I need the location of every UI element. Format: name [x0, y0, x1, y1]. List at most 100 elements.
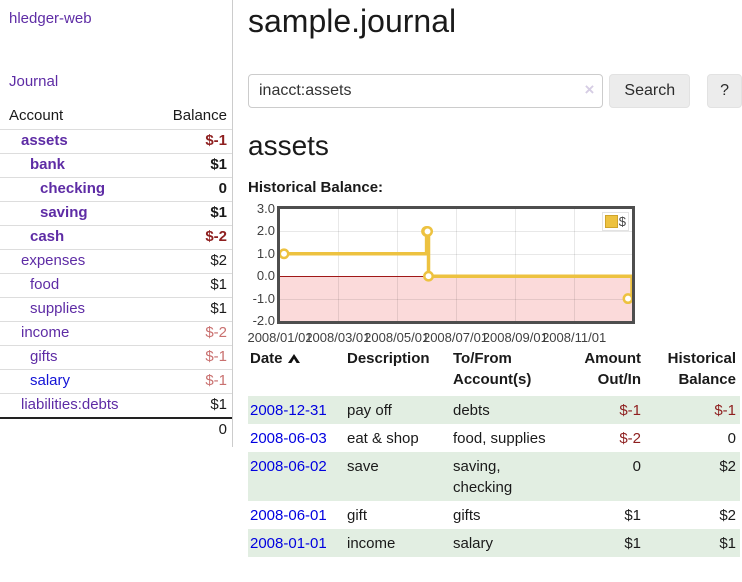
- transaction-balance: 0: [727, 429, 736, 447]
- data-point-marker: [622, 293, 632, 305]
- search-form: × Search ?: [248, 74, 742, 108]
- account-link[interactable]: gifts: [30, 348, 58, 365]
- transaction-amount: $1: [624, 534, 641, 552]
- transaction-row[interactable]: 2008-12-31 pay off debts $-1 $-1: [248, 396, 740, 424]
- search-button[interactable]: Search: [609, 74, 691, 108]
- y-axis-tick-label: 2.0: [256, 223, 275, 239]
- gridline: [574, 209, 576, 321]
- y-axis-tick-label: 1.0: [256, 245, 275, 261]
- account-link[interactable]: assets: [21, 132, 68, 149]
- transaction-date-link[interactable]: 2008-01-01: [250, 534, 327, 552]
- account-row: income $-2: [0, 321, 232, 345]
- page-title: sample.journal: [248, 3, 457, 39]
- transaction-balance: $1: [719, 534, 736, 552]
- account-column-header: Account: [9, 107, 64, 124]
- x-axis-tick-label: 2008/01/01: [247, 330, 313, 345]
- account-link[interactable]: food: [30, 276, 60, 293]
- transaction-row[interactable]: 2008-06-02 save saving, checking 0 $2: [248, 452, 740, 501]
- transaction-date-link[interactable]: 2008-06-03: [250, 429, 327, 447]
- account-balance: $1: [210, 204, 227, 221]
- search-input[interactable]: [248, 74, 604, 108]
- transaction-date-link[interactable]: 2008-06-02: [250, 457, 327, 475]
- balance-column-header: Balance: [172, 107, 227, 124]
- clear-search-icon[interactable]: ×: [584, 80, 595, 99]
- account-balance: $1: [210, 396, 227, 413]
- account-row: bank $1: [0, 153, 232, 177]
- legend-label: $: [618, 214, 626, 229]
- accounts-total-row: 0: [0, 417, 232, 441]
- transaction-accounts: food, supplies: [453, 429, 546, 447]
- balance-line-series: [280, 225, 632, 305]
- gridline: [396, 209, 398, 321]
- account-link[interactable]: income: [21, 324, 70, 341]
- account-link[interactable]: supplies: [30, 300, 86, 317]
- account-row: assets $-1: [0, 129, 232, 153]
- transaction-row[interactable]: 2008-06-03 eat & shop food, supplies $-2 0: [248, 424, 740, 452]
- account-link[interactable]: cash: [30, 228, 65, 245]
- account-balance: $1: [210, 156, 227, 173]
- account-balance: $2: [210, 252, 227, 269]
- account-row: saving $1: [0, 201, 232, 225]
- x-axis-tick-label: 2008/11/01: [542, 330, 607, 345]
- transaction-description: pay off: [347, 401, 392, 419]
- accounts-table-header: Account Balance: [0, 105, 232, 129]
- transaction-date-link[interactable]: 2008-06-01: [250, 506, 327, 524]
- column-header-description: Description: [347, 350, 430, 367]
- transaction-accounts: gifts: [453, 506, 481, 524]
- x-axis-tick-label: 2008/05/01: [364, 330, 430, 345]
- transaction-description: eat & shop: [347, 429, 419, 447]
- account-link[interactable]: liabilities:debts: [21, 396, 119, 413]
- data-point-marker: [280, 248, 290, 260]
- search-box: ×: [248, 74, 604, 108]
- transaction-accounts: debts: [453, 401, 490, 419]
- chart-plot: 2008/01/01 2008/03/01 2008/05/01 2008/07/01…: [247, 201, 635, 345]
- data-point-marker: [422, 225, 434, 237]
- account-row: gifts $-1: [0, 345, 232, 369]
- account-row: food $1: [0, 273, 232, 297]
- gridline: [280, 298, 632, 300]
- transaction-row[interactable]: 2008-06-01 gift gifts $1 $2: [248, 501, 740, 529]
- accounts-total-value: 0: [218, 421, 227, 438]
- transaction-balance: $-1: [714, 401, 736, 419]
- account-heading: assets: [248, 130, 329, 161]
- account-link[interactable]: saving: [40, 204, 88, 221]
- help-button[interactable]: ?: [707, 74, 742, 108]
- sidebar-item-journal[interactable]: Journal: [9, 73, 59, 90]
- account-row: supplies $1: [0, 297, 232, 321]
- account-row: salary $-1: [0, 369, 232, 393]
- register-rows: 2008-12-31 pay off debts $-1 $-1 2008-06-03 ea…: [248, 396, 740, 557]
- register-table: Date Description To/From Account(s) Amou…: [248, 345, 740, 557]
- transaction-amount: 0: [632, 457, 641, 475]
- chart-title: Historical Balance:: [248, 179, 384, 196]
- account-row: checking 0: [0, 177, 232, 201]
- gridline: [280, 253, 632, 255]
- account-link[interactable]: salary: [30, 372, 71, 389]
- account-balance: $-1: [205, 372, 227, 389]
- account-balance: $1: [210, 276, 227, 293]
- brand-link[interactable]: hledger-web: [9, 10, 92, 27]
- transaction-amount: $-2: [619, 429, 641, 447]
- accounts-rows: assets $-1 bank $1 checking 0 saving $1 cash $-2 e…: [0, 129, 232, 417]
- transaction-date-link[interactable]: 2008-12-31: [250, 401, 327, 419]
- transaction-description: save: [347, 457, 379, 475]
- main-content: sample.journal × Search ? assets Histori…: [247, 0, 742, 557]
- account-balance: $1: [210, 300, 227, 317]
- gridline: [337, 209, 339, 321]
- account-balance: $-2: [205, 324, 227, 341]
- y-axis-tick-label: 0.0: [256, 268, 275, 284]
- sort-ascending-icon: [287, 348, 300, 369]
- y-axis-tick-label: -1.0: [252, 290, 275, 306]
- account-balance: $-2: [205, 228, 227, 245]
- register-header-row: Date Description To/From Account(s) Amou…: [248, 345, 740, 396]
- gridline: [280, 231, 632, 233]
- account-link[interactable]: expenses: [21, 252, 86, 269]
- transaction-row[interactable]: 2008-01-01 income salary $1 $1: [248, 529, 740, 557]
- transaction-amount: $-1: [619, 401, 641, 419]
- account-link[interactable]: checking: [40, 180, 106, 197]
- transaction-description: gift: [347, 506, 368, 524]
- account-link[interactable]: bank: [30, 156, 66, 173]
- account-row: expenses $2: [0, 249, 232, 273]
- column-header-date[interactable]: Date: [248, 345, 345, 396]
- account-row: liabilities:debts $1: [0, 393, 232, 417]
- chart-legend: $: [601, 212, 629, 231]
